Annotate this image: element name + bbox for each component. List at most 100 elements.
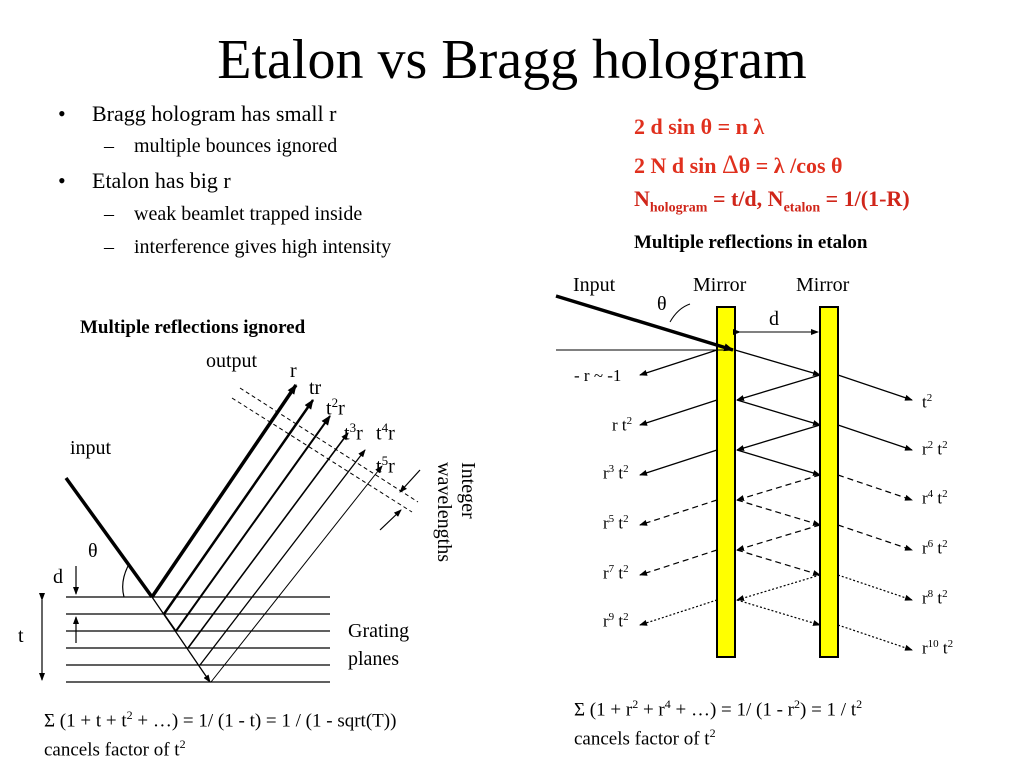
sum-sup: 2: [632, 697, 639, 711]
lbl-sup: 2: [942, 488, 948, 500]
lbl-sup: 2: [623, 611, 629, 623]
lbl: r: [922, 638, 928, 658]
right-label-5: r10 t2: [922, 638, 953, 659]
etalon-diagram: [555, 294, 913, 658]
beam-label-t3r: t3r: [344, 420, 363, 446]
etalon-input-beam: [555, 294, 734, 352]
sum-part: + …) = 1/ (1 - r: [670, 699, 795, 721]
lbl-sup: 8: [927, 588, 934, 600]
lbl-sup: 2: [623, 563, 629, 575]
lbl-sup: 6: [927, 538, 934, 550]
bullet-marker: •: [58, 101, 66, 126]
beam-label-t2r: t2r: [326, 395, 345, 421]
lbl-sup: 7: [608, 563, 615, 575]
beam-label-r: r: [290, 360, 297, 382]
sub-bullet-marker: –: [104, 135, 114, 157]
lbl: r: [603, 611, 609, 631]
sub-bullet-marker: –: [104, 236, 114, 258]
cancel-text: cancels factor of t: [574, 728, 710, 750]
theta-arc: [122, 565, 129, 598]
lbl-sup: 2: [942, 588, 948, 600]
lbl-sup: 2: [942, 439, 948, 451]
mirror-1: [716, 306, 736, 658]
lbl-sup: 10: [927, 638, 939, 650]
slide-title: Etalon vs Bragg hologram: [217, 29, 807, 91]
output-beam-t5r: [210, 465, 383, 683]
lbl: r: [922, 488, 928, 508]
left-label-3: r5 t2: [603, 513, 629, 534]
lbl: r: [356, 422, 363, 445]
lbl-sup: 2: [926, 392, 933, 404]
bullet-text: Bragg hologram has small r: [92, 101, 337, 126]
right-label-3: r6 t2: [922, 538, 948, 559]
sub-bullet-1: – multiple bounces ignored: [104, 133, 337, 159]
eq-part: 2 N d sin: [634, 153, 723, 178]
planes-line: Grating: [348, 620, 410, 642]
left-label-2: r3 t2: [603, 463, 629, 484]
wavefront-dash: [239, 387, 419, 503]
bragg-cancel: cancels factor of t2: [44, 737, 186, 761]
lbl-sup: 2: [623, 463, 629, 475]
lbl: t: [938, 638, 948, 658]
delta-symbol: Δ: [722, 150, 739, 179]
lbl: r: [603, 463, 609, 483]
lbl-sup: 4: [927, 488, 934, 500]
mirror-2-label: Mirror: [796, 274, 850, 296]
right-label-0: t2: [922, 392, 932, 413]
lbl: r: [922, 588, 928, 608]
internal-beam: [151, 596, 211, 683]
lbl: r: [338, 397, 345, 420]
cancel-sup: 2: [179, 737, 186, 751]
lbl: r: [388, 422, 395, 445]
output-beam-t4r: [199, 449, 366, 666]
output-beam-t3r: [187, 432, 349, 649]
sum-sup: 2: [126, 708, 133, 722]
sum-sup: 4: [664, 697, 671, 711]
wave-line: Integer: [457, 462, 479, 519]
sub-bullet-text: interference gives high intensity: [134, 236, 392, 258]
sub-bullet-text: weak beamlet trapped inside: [134, 203, 363, 225]
sum-part: Σ (1 + t + t: [44, 710, 127, 732]
d-label: d: [53, 566, 63, 588]
lbl: t: [933, 588, 943, 608]
eq-part: = t/d, N: [707, 186, 784, 211]
right-label-1: r2 t2: [922, 439, 948, 460]
etalon-heading: Multiple reflections in etalon: [634, 232, 868, 253]
lbl-sup: 9: [608, 611, 615, 623]
lbl-sup: 3: [349, 420, 357, 435]
sub-bullet-2: – weak beamlet trapped inside: [104, 201, 362, 227]
left-label-4: r7 t2: [603, 563, 629, 584]
lbl: t: [376, 455, 382, 478]
lbl-sup: 4: [381, 420, 389, 435]
lbl: t: [614, 513, 624, 533]
output-beam-r: [150, 384, 298, 598]
etalon-beams: [639, 349, 913, 651]
lbl-sup: 2: [942, 538, 948, 550]
eq-part: θ = λ /cos θ: [738, 153, 843, 178]
lbl: t: [933, 538, 943, 558]
lbl: r t: [612, 415, 627, 435]
sub-bullet-marker: –: [104, 203, 114, 225]
mirror-1-label: Mirror: [693, 274, 747, 296]
t-label: t: [18, 625, 24, 647]
eq-part: N: [634, 186, 650, 211]
right-label-4: r8 t2: [922, 588, 948, 609]
output-beam-tr: [162, 399, 315, 615]
eq-sub: etalon: [783, 200, 821, 216]
input-beam: [64, 476, 154, 599]
output-beams: [150, 384, 383, 683]
grating-planes-label: Grating planes: [348, 617, 409, 673]
beam-label-tr: tr: [309, 377, 322, 399]
left-label-0: - r ~ -1: [574, 366, 622, 385]
lbl: r: [388, 455, 395, 478]
bragg-equation: 2 d sin θ = n λ: [634, 114, 765, 139]
etalon-d-label: d: [769, 308, 779, 330]
lbl-sup: 5: [608, 513, 615, 525]
bragg-heading: Multiple reflections ignored: [80, 317, 306, 338]
lbl: t: [933, 488, 943, 508]
lbl: t: [922, 392, 927, 412]
sum-sup: 2: [794, 697, 801, 711]
lbl: t: [933, 439, 943, 459]
lbl: r: [603, 513, 609, 533]
